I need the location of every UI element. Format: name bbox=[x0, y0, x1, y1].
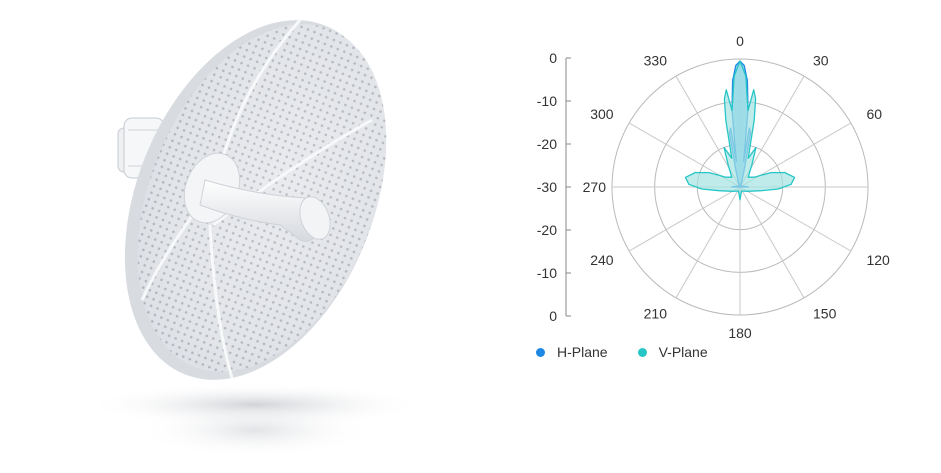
radial-tick-label: 0 bbox=[549, 308, 557, 324]
label-layer: 0 30 60 120 150 180 210 240 270 300 330 bbox=[583, 33, 890, 341]
angle-label: 330 bbox=[644, 53, 668, 69]
angle-label: 60 bbox=[866, 106, 882, 122]
legend-label-v-plane: V-Plane bbox=[658, 344, 708, 360]
grid-spoke bbox=[628, 186, 741, 252]
radial-tick-label: -20 bbox=[537, 136, 557, 152]
angle-label: 150 bbox=[813, 305, 837, 321]
series-v-plane bbox=[684, 60, 796, 201]
angle-label: 180 bbox=[728, 325, 752, 341]
angle-label: 300 bbox=[590, 106, 614, 122]
grid-spoke bbox=[675, 186, 741, 299]
angle-label: 270 bbox=[583, 179, 607, 195]
grid-spoke bbox=[739, 186, 852, 252]
radial-tick-label: -20 bbox=[537, 222, 557, 238]
angle-label: 0 bbox=[736, 33, 744, 49]
radial-tick-label: -10 bbox=[537, 265, 557, 281]
legend-label-h-plane: H-Plane bbox=[557, 344, 608, 360]
legend-swatch-v-plane bbox=[637, 347, 647, 357]
chart-legend: H-Plane V-Plane bbox=[536, 344, 738, 360]
radial-tick-label: -10 bbox=[537, 93, 557, 109]
legend-item-h-plane: H-Plane bbox=[536, 344, 608, 360]
angle-label: 30 bbox=[813, 53, 829, 69]
dish-antenna-image bbox=[85, 19, 425, 458]
angle-label: 120 bbox=[866, 252, 890, 268]
radial-tick-label: -30 bbox=[537, 179, 557, 195]
radial-tick-label: 0 bbox=[549, 50, 557, 66]
radial-axis: 0 -10 -20 -30 -20 -10 0 bbox=[537, 50, 571, 324]
grid-spoke bbox=[739, 186, 805, 299]
series-layer bbox=[684, 60, 796, 201]
legend-swatch-h-plane bbox=[536, 347, 545, 357]
legend-item-v-plane: V-Plane bbox=[637, 344, 708, 360]
angle-label: 240 bbox=[590, 252, 614, 268]
angle-label: 210 bbox=[644, 305, 668, 321]
